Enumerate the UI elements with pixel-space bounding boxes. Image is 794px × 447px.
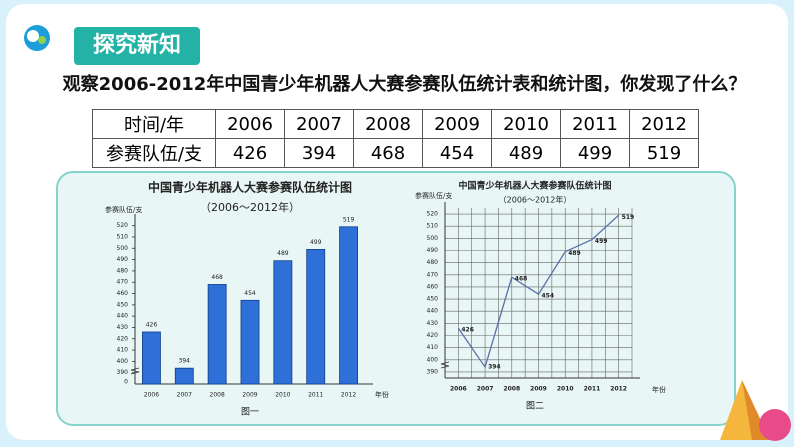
question: 观察2006-2012年中国青少年机器人大赛参赛队伍统计表和统计图，你发现了什么… (62, 74, 747, 95)
y-tick-label: 460 (427, 283, 439, 290)
data-label: 499 (595, 238, 608, 245)
data-label: 489 (568, 250, 581, 257)
table-cell: 参赛队伍/支 (92, 138, 216, 168)
y-tick-label: 510 (427, 223, 439, 230)
data-label: 519 (622, 214, 635, 221)
y-tick-label: 400 (427, 356, 439, 363)
y-tick-label: 490 (117, 256, 129, 263)
data-label: 394 (179, 358, 191, 365)
x-tick-label: 2010 (275, 392, 290, 399)
chart-caption: 图二 (526, 401, 544, 412)
bar (339, 226, 359, 385)
y-tick-label: 420 (427, 332, 439, 339)
table-cell: 2012 (629, 109, 699, 139)
y-tick-label: 430 (117, 324, 129, 331)
table-cell: 519 (629, 138, 699, 168)
y-tick-label: 500 (427, 235, 439, 242)
y-tick-label: 480 (117, 267, 129, 274)
y-tick-label: 390 (117, 369, 129, 376)
data-label: 489 (277, 250, 289, 257)
data-label: 454 (244, 290, 256, 297)
bar (240, 299, 260, 385)
data-label: 519 (343, 216, 355, 223)
y-axis-label: 参赛队伍/支 (415, 191, 452, 200)
x-tick-label: 2011 (584, 386, 601, 393)
x-axis-label: 年份 (375, 390, 389, 399)
data-label: 468 (515, 276, 528, 283)
chart-title: 中国青少年机器人大赛参赛队伍统计图 (148, 180, 352, 195)
data-label: 426 (461, 327, 474, 334)
y-tick-label: 390 (427, 368, 439, 375)
bar (174, 367, 194, 385)
y-tick-label: 450 (427, 296, 439, 303)
bar (273, 260, 293, 385)
table-cell: 468 (353, 138, 423, 168)
section-tag: 探究新知 (74, 27, 200, 65)
y-tick-label: 520 (117, 222, 129, 229)
x-axis-label: 年份 (652, 385, 666, 394)
x-tick-label: 2007 (177, 392, 192, 399)
table-cell: 2011 (560, 109, 630, 139)
data-label: 426 (146, 321, 158, 328)
x-tick-label: 2011 (308, 392, 323, 399)
chart-subtitle: （2006～2012年） (499, 195, 572, 205)
x-tick-label: 2007 (477, 386, 494, 393)
table-cell: 2007 (284, 109, 354, 139)
chart-title: 中国青少年机器人大赛参赛队伍统计图 (458, 180, 611, 192)
chart-subtitle: （2006～2012年） (200, 200, 300, 214)
y-tick-label: 500 (117, 245, 129, 252)
y-tick-label: 420 (117, 335, 129, 342)
line (457, 214, 620, 369)
bar (207, 284, 227, 385)
y-base-label: 0 (124, 379, 128, 386)
table-cell: 2010 (491, 109, 561, 139)
y-tick-label: 520 (427, 211, 439, 218)
x-tick-label: 2010 (557, 386, 574, 393)
y-tick-label: 430 (427, 320, 439, 327)
y-tick-label: 490 (427, 247, 439, 254)
y-tick-label: 400 (117, 358, 129, 365)
data-label: 454 (542, 293, 555, 300)
y-tick-label: 450 (117, 301, 129, 308)
axis-break (130, 367, 140, 375)
y-tick-label: 510 (117, 233, 129, 240)
y-tick-label: 410 (117, 347, 129, 354)
x-tick-label: 2009 (530, 386, 547, 393)
y-tick-label: 470 (427, 271, 439, 278)
table-row: 参赛队伍/支 426 394 468 454 489 499 519 (92, 138, 699, 168)
sphere (759, 409, 791, 441)
x-tick-label: 2008 (503, 386, 520, 393)
data-label: 499 (310, 239, 322, 246)
table-row: 时间/年 2006 2007 2008 2009 2010 2011 2012 (92, 109, 699, 139)
x-tick-label: 2012 (341, 392, 356, 399)
x-tick-label: 2012 (610, 386, 627, 393)
bar (141, 331, 161, 385)
logo-dot (27, 30, 39, 42)
y-tick-label: 410 (427, 344, 439, 351)
logo-dot (38, 36, 46, 44)
x-tick-label: 2006 (450, 386, 467, 393)
table-cell: 489 (491, 138, 561, 168)
x-tick-label: 2008 (210, 392, 225, 399)
data-table: 时间/年 2006 2007 2008 2009 2010 2011 2012 参赛队伍/支 42… (92, 109, 699, 168)
data-label: 394 (488, 364, 501, 371)
table-cell: 394 (284, 138, 354, 168)
y-tick-label: 440 (117, 313, 129, 320)
x-tick-label: 2009 (242, 392, 257, 399)
axis-break (440, 361, 450, 369)
table-cell: 499 (560, 138, 630, 168)
data-label: 468 (211, 274, 223, 281)
y-tick-label: 460 (117, 290, 129, 297)
y-axis-label: 参赛队伍/支 (105, 205, 142, 214)
y-tick-label: 470 (117, 279, 129, 286)
chart-caption: 图一 (241, 407, 259, 418)
y-tick-label: 480 (427, 259, 439, 266)
x-tick-label: 2006 (144, 392, 159, 399)
y-tick-label: 440 (427, 308, 439, 315)
bar (306, 249, 326, 385)
